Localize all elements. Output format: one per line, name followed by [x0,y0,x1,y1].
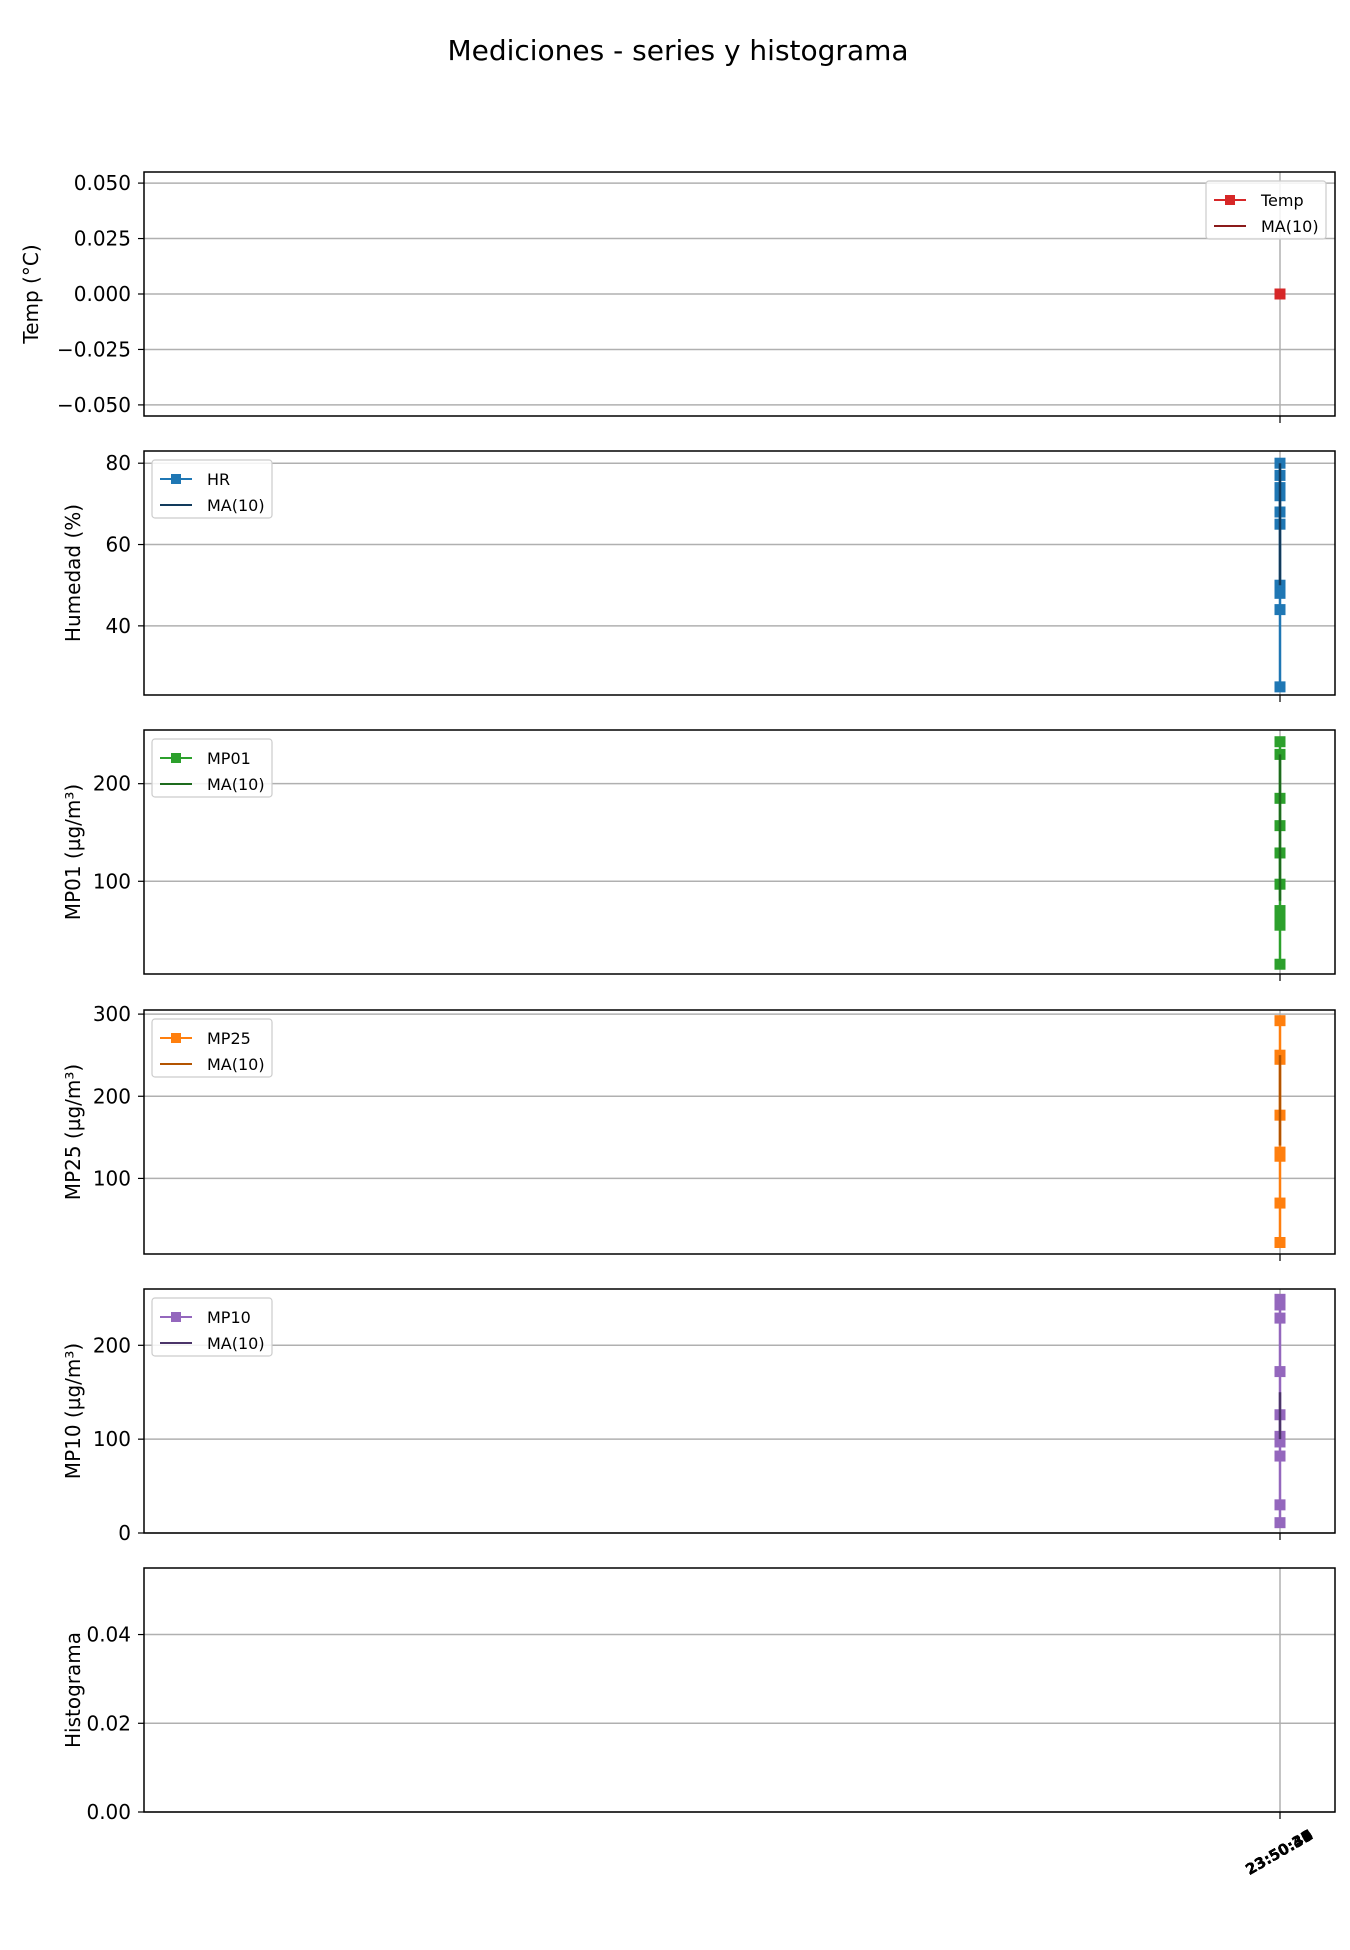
data-point [1274,681,1286,693]
ytick-label: 0.04 [86,1623,131,1647]
data-point [1274,1236,1286,1248]
legend-marker [171,474,181,484]
data-point [1274,736,1286,748]
ytick-label: −0.025 [57,337,131,361]
data-point [1274,1312,1286,1324]
ytick-label: 0.000 [74,282,131,306]
data-point [1274,1299,1286,1311]
ytick-label: 0.050 [74,171,131,195]
ytick-label: 80 [106,451,131,475]
axes-frame [143,1567,1336,1813]
data-point [1274,1499,1286,1511]
data-point [1274,919,1286,931]
axes-frame [143,450,1336,696]
axes-frame [143,1288,1336,1534]
ytick-label: 0.02 [86,1711,131,1735]
legend-box [151,1297,273,1357]
y-axis-label: Humedad (%) [61,504,85,642]
ytick-label: 100 [93,869,131,893]
ytick-label: 0.00 [86,1800,131,1824]
legend-box [151,738,273,798]
legend-label: MA(10) [207,1055,265,1074]
legend-label: MP25 [207,1029,251,1048]
panel-6: 0.04 0.02 0.00 Histograma [61,1567,1336,1824]
figure-title: Mediciones - series y histograma [447,34,908,67]
legend-label: MA(10) [207,496,265,515]
legend-label: MP10 [207,1308,251,1327]
data-point [1274,958,1286,970]
legend-label: HR [207,470,230,489]
ytick-label: 200 [93,1084,131,1108]
ytick-label: 200 [93,772,131,796]
legend-marker [1225,195,1235,205]
x-tick-labels: 23:50:3223:50:3323:50:3423:50:3523:50:36… [1242,1826,1316,1879]
data-point [1274,1150,1286,1162]
legend-box [151,1018,273,1078]
axes-frame [143,729,1336,975]
data-point [1274,1517,1286,1529]
data-point [1274,288,1286,300]
data-point [1274,1436,1286,1448]
legend-box [1205,180,1327,240]
ytick-label: 300 [93,1002,131,1026]
data-point [1274,911,1286,923]
legend: MP25 MA(10) [151,1018,273,1078]
axes-frame [143,1009,1336,1255]
legend: HR MA(10) [151,459,273,519]
legend: Temp MA(10) [1205,180,1327,240]
panel-5: 200 100 0 MP10 (µg/m³) MP10 MA(10) [61,1288,1336,1545]
legend-marker [171,753,181,763]
ytick-label: 60 [106,533,131,557]
data-point [1274,1293,1286,1305]
panel-1: 0.050 0.025 0.000 −0.025 −0.050 Temp (°C) Temp… [19,171,1336,423]
panel-4: 300 200 100 MP25 (µg/m³) MP25 MA(10) [61,1002,1336,1261]
data-point [1274,1450,1286,1462]
data-point [1274,1015,1286,1027]
y-axis-label: Histograma [61,1632,85,1748]
y-axis-label: MP25 (µg/m³) [61,1064,85,1200]
panel-3: 200 100 MP01 (µg/m³) MP01 MA(10) [61,729,1336,981]
legend-label: MA(10) [207,775,265,794]
legend-label: MA(10) [207,1334,265,1353]
ytick-label: 40 [106,614,131,638]
legend-marker [171,1033,181,1043]
axes-frame [143,171,1336,417]
ytick-label: 200 [93,1333,131,1357]
panel-2: 80 60 40 Humedad (%) HR MA(10) [61,450,1336,702]
legend-box [151,459,273,519]
legend-marker [171,1312,181,1322]
data-point [1274,604,1286,616]
legend: MP10 MA(10) [151,1297,273,1357]
ytick-label: 100 [93,1427,131,1451]
ytick-label: 0 [118,1521,131,1545]
legend-label: MA(10) [1261,217,1319,236]
ytick-label: 0.025 [74,227,131,251]
data-point [1274,1366,1286,1378]
y-axis-label: MP10 (µg/m³) [61,1343,85,1479]
xtick-label: 23:50:41 [1242,1826,1316,1879]
data-point [1274,587,1286,599]
ytick-label: 100 [93,1166,131,1190]
legend: MP01 MA(10) [151,738,273,798]
y-axis-label: MP01 (µg/m³) [61,784,85,920]
ytick-label: −0.050 [57,393,131,417]
data-point [1274,1197,1286,1209]
legend-label: Temp [1260,191,1304,210]
data-point [1274,905,1286,917]
y-axis-label: Temp (°C) [19,244,43,344]
legend-label: MP01 [207,749,251,768]
